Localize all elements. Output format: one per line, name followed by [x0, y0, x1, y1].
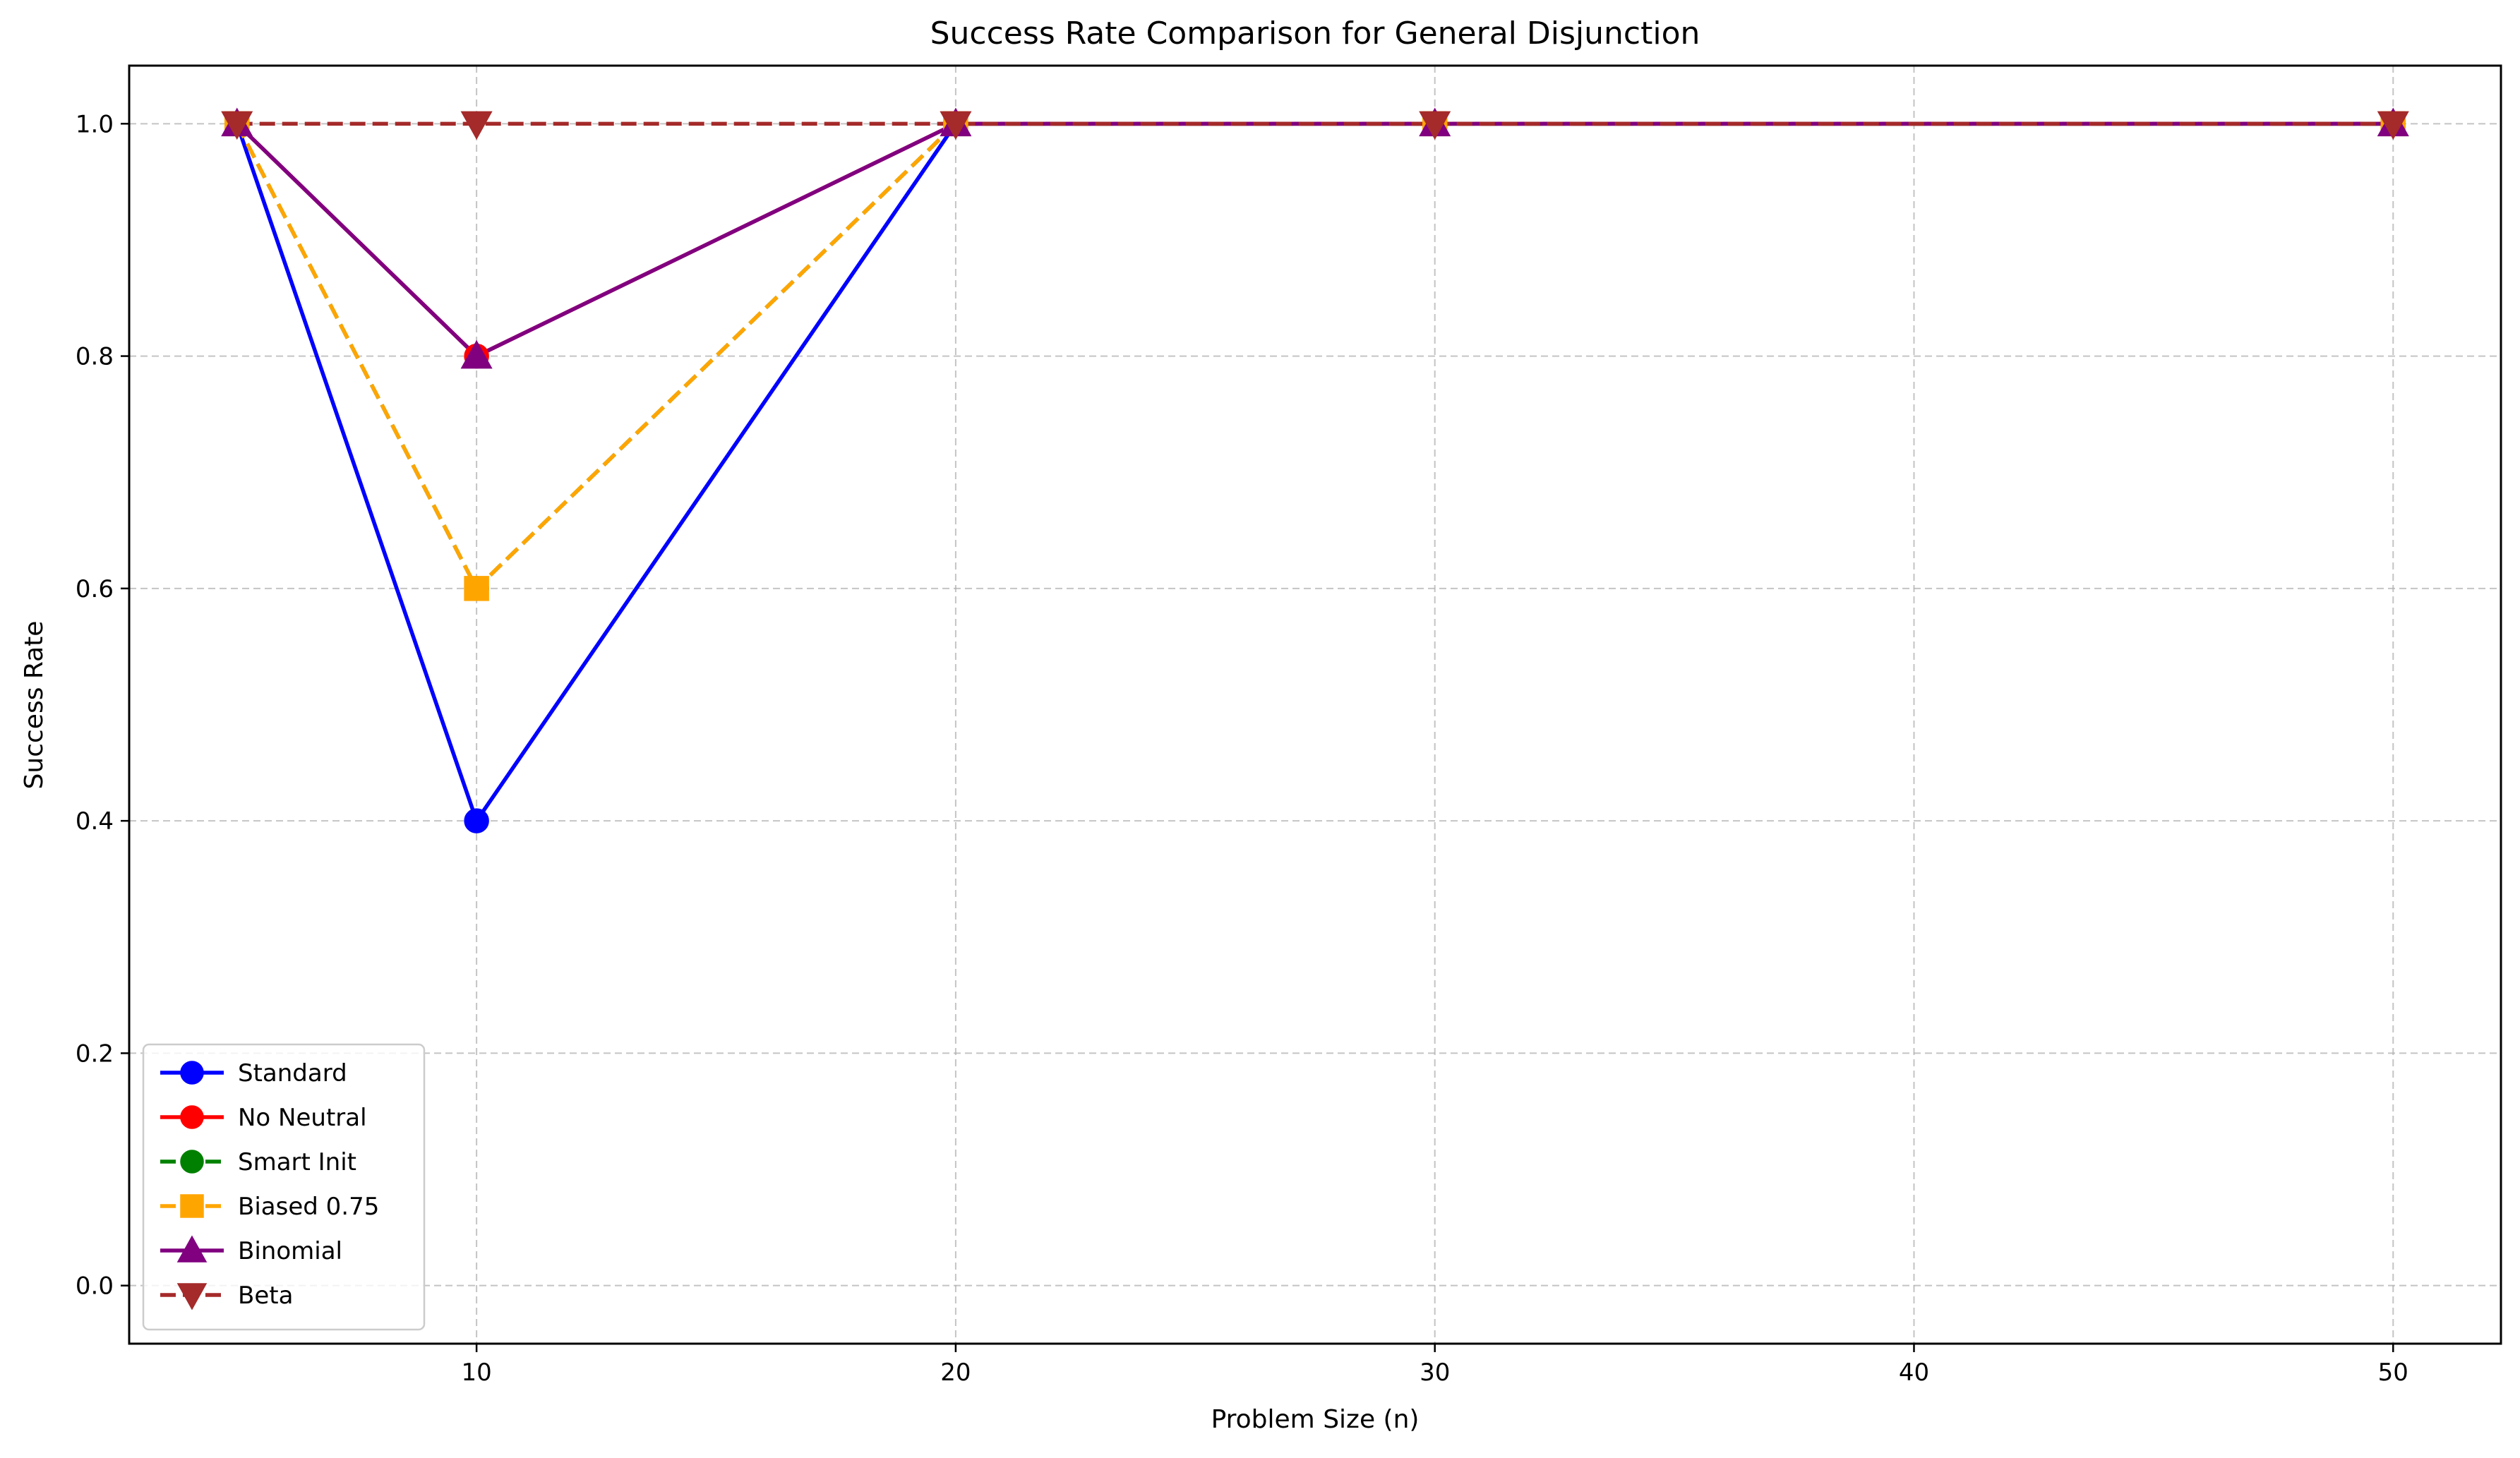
x-tick-label: 10	[461, 1358, 491, 1387]
grid	[129, 66, 2501, 1344]
y-tick-label: 0.2	[76, 1040, 114, 1068]
y-tick-label: 0.8	[76, 343, 114, 371]
data-point-biased-0-75	[464, 576, 489, 601]
legend-label-beta: Beta	[238, 1282, 293, 1310]
legend-marker-standard	[180, 1061, 204, 1085]
legend-label-no-neutral: No Neutral	[238, 1104, 367, 1132]
legend-marker-biased-0-75	[180, 1194, 204, 1218]
x-tick-label: 40	[1899, 1358, 1929, 1387]
legend: Standard No Neutral Smart Init Biased 0.75 B…	[142, 1043, 426, 1331]
legend-marker-no-neutral	[180, 1105, 204, 1129]
data-point-beta	[1419, 111, 1451, 140]
y-tick-label: 0.4	[76, 807, 114, 836]
y-axis-ticks: 0.0 0.2 0.4 0.6 0.8 1.0	[76, 110, 129, 1301]
legend-marker-smart-init	[180, 1150, 204, 1174]
plot-frame	[128, 64, 2502, 1345]
legend-marker-beta	[176, 1283, 208, 1311]
data-point-binomial	[460, 339, 493, 369]
legend-label-smart-init: Smart Init	[238, 1148, 356, 1176]
x-tick-label: 20	[940, 1358, 971, 1387]
data-point-standard	[464, 808, 489, 833]
chart-title: Success Rate Comparison for General Disj…	[930, 16, 1700, 52]
y-tick-label: 0.6	[76, 575, 114, 603]
legend-marker-binomial	[176, 1235, 208, 1263]
series-markers	[221, 107, 2409, 833]
y-tick-label: 0.0	[76, 1272, 114, 1301]
x-axis-ticks: 10 20 30 40 50	[461, 1344, 2408, 1387]
x-tick-label: 50	[2378, 1358, 2408, 1387]
x-tick-label: 30	[1420, 1358, 1450, 1387]
legend-label-biased-0-75: Biased 0.75	[238, 1193, 379, 1221]
data-point-beta	[221, 111, 253, 140]
legend-label-standard: Standard	[238, 1059, 347, 1088]
data-point-beta	[2377, 111, 2409, 140]
x-axis-label: Problem Size (n)	[1211, 1405, 1420, 1434]
legend-label-binomial: Binomial	[238, 1237, 342, 1265]
data-point-beta	[460, 111, 493, 140]
y-tick-label: 1.0	[76, 110, 114, 138]
data-point-beta	[940, 111, 972, 140]
y-axis-label: Success Rate	[20, 621, 49, 790]
